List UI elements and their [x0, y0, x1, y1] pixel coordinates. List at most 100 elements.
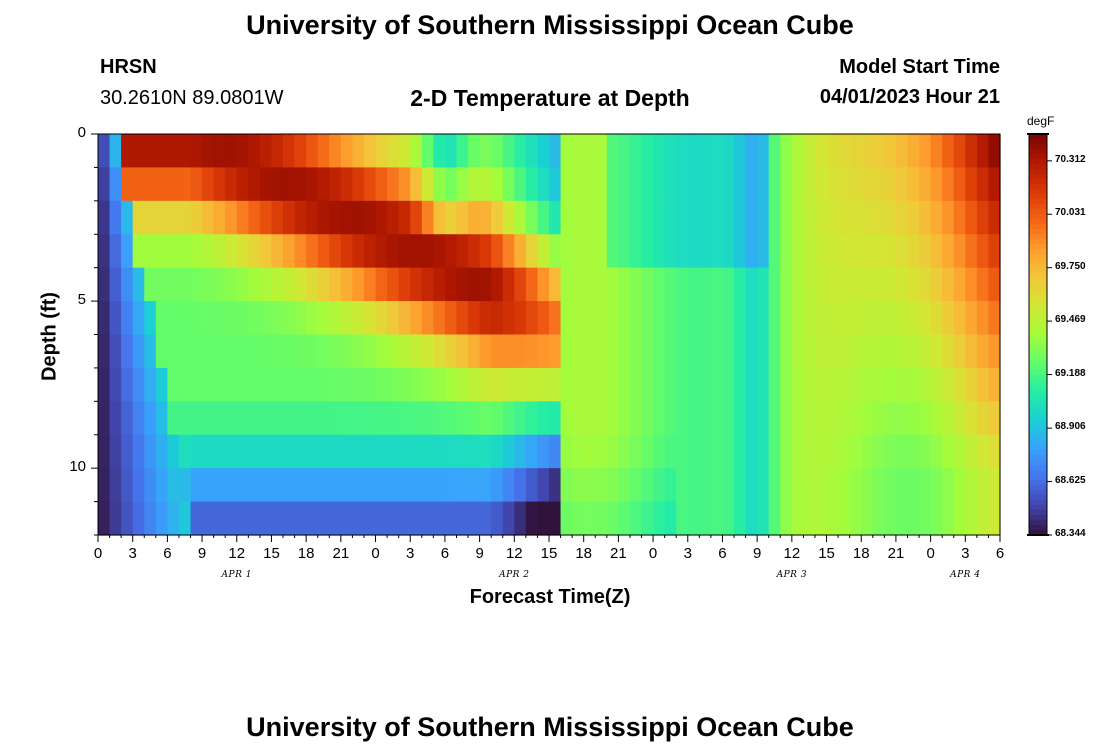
heatmap-cell: [861, 167, 874, 202]
heatmap-cell: [687, 367, 700, 402]
heatmap-cell: [768, 234, 781, 269]
heatmap-cell: [826, 501, 839, 536]
heatmap-cell: [468, 434, 481, 469]
heatmap-cell: [387, 434, 400, 469]
heatmap-cell: [456, 334, 469, 369]
heatmap-cell: [606, 267, 619, 302]
heatmap-cell: [768, 134, 781, 169]
heatmap-cell: [144, 501, 157, 536]
heatmap-cell: [306, 234, 319, 269]
heatmap-cell: [595, 401, 608, 436]
heatmap-cell: [814, 501, 828, 536]
heatmap-cell: [606, 434, 619, 469]
heatmap-cell: [387, 200, 400, 235]
heatmap-cell: [976, 468, 990, 503]
heatmap-cell: [225, 334, 238, 369]
heatmap-cell: [363, 301, 377, 336]
colorbar-swatch: [1029, 349, 1047, 356]
x-tick-label: 6: [440, 545, 450, 562]
heatmap-cell: [410, 367, 423, 402]
heatmap-cell: [259, 200, 273, 235]
x-tick-label: 12: [783, 545, 801, 562]
x-tick-label: 18: [297, 545, 315, 562]
heatmap-cell: [930, 301, 943, 336]
x-tick-label: 3: [683, 545, 692, 562]
heatmap-cell: [953, 301, 966, 336]
heatmap-cell: [722, 468, 735, 503]
heatmap-cell: [942, 167, 955, 202]
heatmap-cell: [514, 367, 527, 402]
heatmap-cell: [641, 234, 654, 269]
heatmap-cell: [132, 200, 145, 235]
heatmap-cell: [213, 434, 226, 469]
heatmap-cell: [930, 434, 943, 469]
heatmap-cell: [780, 434, 793, 469]
heatmap-cell: [491, 234, 504, 269]
heatmap-cell: [884, 134, 897, 169]
heatmap-cell: [363, 134, 377, 169]
heatmap-cell: [167, 367, 180, 402]
heatmap-cell: [757, 367, 770, 402]
heatmap-cell: [583, 267, 596, 302]
heatmap-cell: [734, 434, 747, 469]
colorbar-swatch: [1029, 199, 1047, 205]
heatmap-cell: [213, 167, 226, 202]
heatmap-cell: [549, 167, 562, 202]
heatmap-cell: [583, 434, 596, 469]
colorbar-swatch: [1029, 314, 1047, 321]
heatmap-cell: [861, 501, 874, 536]
heatmap-cell: [942, 301, 955, 336]
colorbar-tick-label: 69.188: [1055, 367, 1086, 379]
heatmap-cell: [803, 234, 816, 269]
heatmap-cell: [248, 200, 261, 235]
heatmap-cell: [271, 434, 284, 469]
heatmap-cell: [213, 401, 226, 436]
heatmap-cell: [653, 267, 666, 302]
heatmap-cell: [803, 401, 816, 436]
heatmap-cell: [653, 501, 666, 536]
heatmap-cell: [537, 501, 550, 536]
heatmap-cell: [421, 167, 434, 202]
heatmap-cell: [537, 334, 550, 369]
heatmap-cell: [236, 468, 249, 503]
heatmap-cell: [178, 434, 192, 469]
heatmap-cell: [109, 401, 122, 436]
heatmap-cell: [294, 301, 307, 336]
heatmap-cell: [641, 301, 654, 336]
heatmap-cell: [814, 134, 828, 169]
heatmap-cell: [780, 267, 793, 302]
heatmap-cell: [213, 267, 226, 302]
heatmap-cell: [814, 167, 828, 202]
heatmap-cell: [907, 200, 920, 235]
heatmap-cell: [895, 134, 909, 169]
footer-title: University of Southern Mississippi Ocean…: [246, 712, 854, 742]
heatmap-cell: [965, 468, 978, 503]
heatmap-cell: [329, 367, 342, 402]
heatmap-cell: [363, 401, 377, 436]
heatmap-cell: [502, 468, 515, 503]
heatmap-cell: [734, 200, 747, 235]
heatmap-cell: [444, 267, 458, 302]
x-tick-label: 21: [610, 545, 627, 562]
heatmap-cell: [722, 134, 735, 169]
heatmap-cell: [722, 367, 735, 402]
heatmap-cell: [433, 401, 446, 436]
colorbar-swatch: [1029, 184, 1047, 190]
heatmap-cell: [132, 301, 145, 336]
heatmap-cell: [942, 401, 955, 436]
heatmap-cell: [421, 434, 434, 469]
heatmap-cell: [861, 334, 874, 369]
heatmap-cell: [248, 401, 261, 436]
heatmap-cell: [479, 434, 492, 469]
heatmap-cell: [757, 401, 770, 436]
heatmap-cell: [109, 501, 122, 536]
heatmap-cell: [838, 234, 851, 269]
heatmap-cell: [317, 367, 330, 402]
heatmap-cell: [537, 267, 550, 302]
heatmap-cell: [109, 200, 122, 235]
heatmap-cell: [537, 200, 550, 235]
heatmap-cell: [433, 334, 446, 369]
colorbar-swatch: [1029, 254, 1047, 260]
heatmap-cell: [236, 301, 249, 336]
heatmap-cell: [398, 234, 411, 269]
